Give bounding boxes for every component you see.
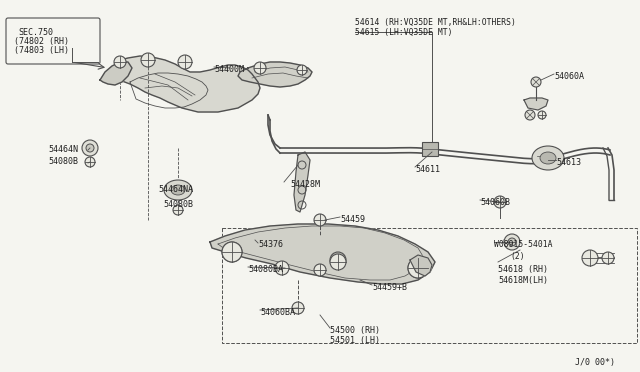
Text: 54500 (RH): 54500 (RH) <box>330 326 380 335</box>
Polygon shape <box>410 255 432 276</box>
Text: 54428M: 54428M <box>290 180 320 189</box>
Circle shape <box>114 56 126 68</box>
Circle shape <box>538 111 546 119</box>
Text: 54080BA: 54080BA <box>248 265 283 274</box>
Circle shape <box>82 140 98 156</box>
Text: SEC.750: SEC.750 <box>18 28 53 37</box>
Circle shape <box>408 258 428 278</box>
Polygon shape <box>294 152 310 212</box>
Polygon shape <box>108 56 260 112</box>
Polygon shape <box>238 62 312 87</box>
Circle shape <box>408 258 428 278</box>
Text: 54080B: 54080B <box>163 200 193 209</box>
Circle shape <box>173 205 183 215</box>
Ellipse shape <box>171 185 185 195</box>
Circle shape <box>254 62 266 74</box>
Text: J/0 00*): J/0 00*) <box>575 358 615 367</box>
Text: 54464NA: 54464NA <box>158 185 193 194</box>
Circle shape <box>314 214 326 226</box>
Bar <box>537 149 553 163</box>
Polygon shape <box>524 98 548 110</box>
Polygon shape <box>210 224 435 284</box>
Circle shape <box>504 234 520 250</box>
Circle shape <box>178 55 192 69</box>
Circle shape <box>413 263 423 273</box>
Circle shape <box>86 144 94 152</box>
Ellipse shape <box>532 146 564 170</box>
Circle shape <box>227 247 237 257</box>
Circle shape <box>531 77 541 87</box>
Circle shape <box>292 302 304 314</box>
Text: 54615 (LH:VQ35DE MT): 54615 (LH:VQ35DE MT) <box>355 28 452 37</box>
Circle shape <box>85 157 95 167</box>
Bar <box>222 228 637 343</box>
Text: 54618 (RH): 54618 (RH) <box>498 265 548 274</box>
Text: 54459+B: 54459+B <box>372 283 407 292</box>
Ellipse shape <box>540 152 556 164</box>
Circle shape <box>508 238 516 246</box>
Text: 54501 (LH): 54501 (LH) <box>330 336 380 345</box>
Text: 54618M(LH): 54618M(LH) <box>498 276 548 285</box>
Text: (2): (2) <box>510 252 525 261</box>
Text: 54060A: 54060A <box>554 72 584 81</box>
Circle shape <box>330 254 346 270</box>
Text: 54611: 54611 <box>415 165 440 174</box>
Circle shape <box>297 65 307 75</box>
Text: (74802 (RH): (74802 (RH) <box>14 37 69 46</box>
Circle shape <box>334 256 342 264</box>
Text: 54400M: 54400M <box>214 65 244 74</box>
Ellipse shape <box>164 180 192 200</box>
Text: 54459: 54459 <box>340 215 365 224</box>
Text: 54080B: 54080B <box>48 157 78 166</box>
Circle shape <box>494 196 506 208</box>
Circle shape <box>525 110 535 120</box>
Circle shape <box>275 261 289 275</box>
Circle shape <box>314 264 326 276</box>
Circle shape <box>602 252 614 264</box>
Text: 54464N: 54464N <box>48 145 78 154</box>
Circle shape <box>330 252 346 268</box>
Text: W08915-5401A: W08915-5401A <box>494 240 552 249</box>
Circle shape <box>141 53 155 67</box>
Circle shape <box>222 242 242 262</box>
Text: (74803 (LH): (74803 (LH) <box>14 46 69 55</box>
Polygon shape <box>100 62 132 85</box>
Text: 54060BA: 54060BA <box>260 308 295 317</box>
Text: 54060B: 54060B <box>480 198 510 207</box>
Text: 54614 (RH:VQ35DE MT,RH&LH:OTHERS): 54614 (RH:VQ35DE MT,RH&LH:OTHERS) <box>355 18 516 27</box>
Circle shape <box>582 250 598 266</box>
Bar <box>422 142 438 156</box>
Text: 54613: 54613 <box>556 158 581 167</box>
Circle shape <box>222 242 242 262</box>
Text: 54376: 54376 <box>258 240 283 249</box>
